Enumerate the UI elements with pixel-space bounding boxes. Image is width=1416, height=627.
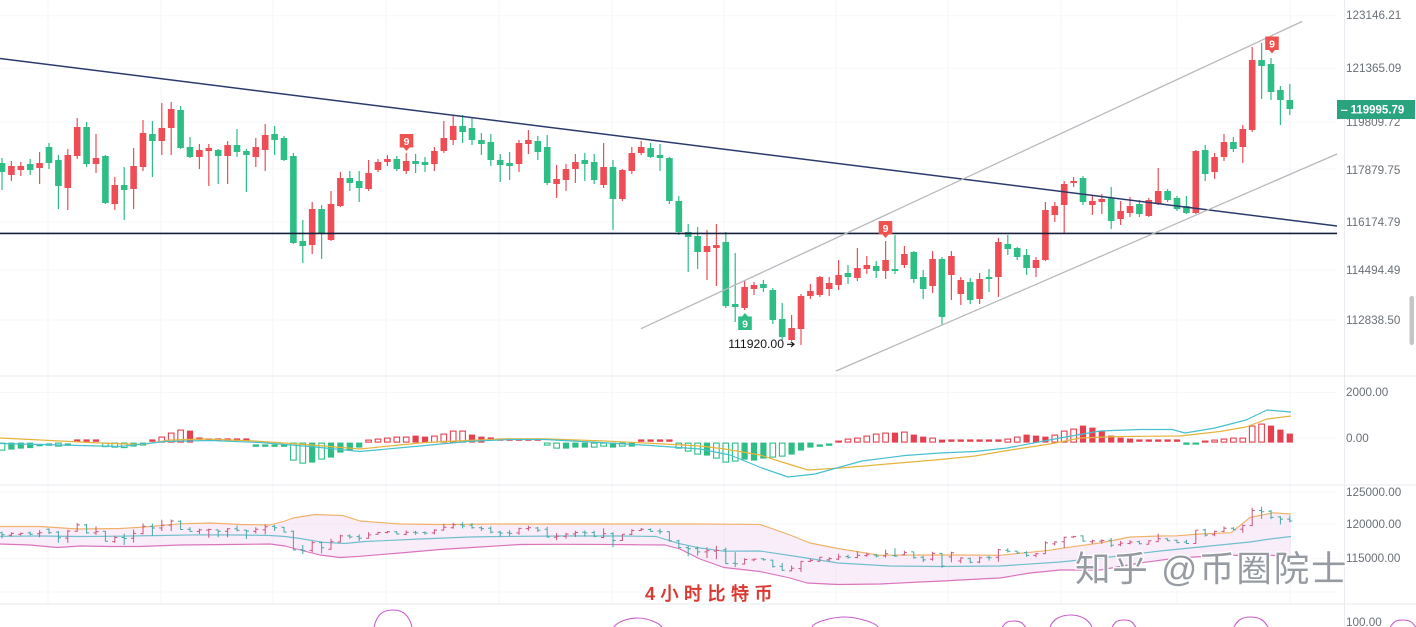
svg-text:123146.21: 123146.21 (1346, 9, 1401, 22)
svg-text:9: 9 (404, 136, 410, 148)
svg-text:0.00: 0.00 (1346, 432, 1369, 445)
svg-text:知乎 @币圈院士: 知乎 @币圈院士 (1075, 549, 1348, 589)
svg-text:111920.00: 111920.00 (728, 337, 784, 351)
svg-text:9: 9 (742, 318, 748, 330)
svg-text:4小时比特币: 4小时比特币 (645, 583, 778, 604)
svg-text:114494.49: 114494.49 (1346, 264, 1400, 277)
svg-text:9: 9 (1269, 38, 1275, 50)
svg-text:120000.00: 120000.00 (1346, 518, 1402, 531)
svg-text:117879.75: 117879.75 (1346, 164, 1401, 177)
svg-text:116174.79: 116174.79 (1346, 216, 1400, 229)
svg-text:112838.50: 112838.50 (1346, 314, 1401, 327)
svg-text:119809.72: 119809.72 (1346, 116, 1400, 129)
svg-text:125000.00: 125000.00 (1346, 486, 1402, 499)
svg-text:121365.09: 121365.09 (1346, 62, 1401, 75)
svg-text:115000.00: 115000.00 (1346, 552, 1401, 565)
svg-text:2000.00: 2000.00 (1346, 386, 1389, 399)
svg-text:‒ 119995.79: ‒ 119995.79 (1340, 105, 1404, 117)
svg-text:9: 9 (883, 223, 889, 235)
svg-text:100.00: 100.00 (1346, 616, 1382, 627)
